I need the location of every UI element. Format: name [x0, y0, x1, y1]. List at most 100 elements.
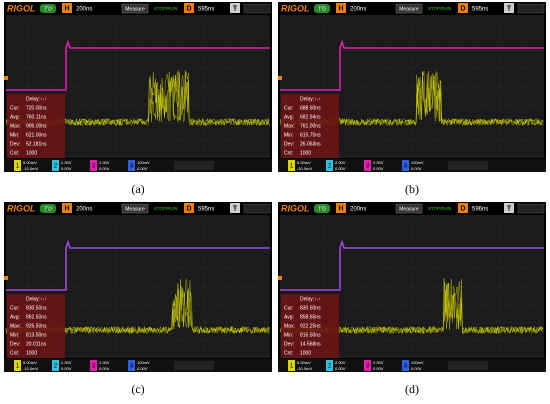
- channel-offset: -10.0mV: [23, 366, 38, 371]
- channel-offset: 0.00V: [373, 166, 384, 171]
- channel-scale: 2.00V: [335, 160, 346, 165]
- stat-value: 621.00ns: [26, 132, 47, 138]
- stat-label: Avg:: [284, 114, 294, 120]
- stat-value: 906.00ns: [26, 123, 47, 129]
- t-label: T: [507, 5, 512, 12]
- stat-value: 813.50ns: [26, 332, 47, 338]
- trig-state-box: [40, 204, 56, 213]
- channel-box: [128, 160, 135, 171]
- brand: RIGOL: [7, 203, 36, 213]
- stats-box: [7, 94, 65, 158]
- measure: Measure: [125, 6, 145, 12]
- trig-state: T'D: [44, 206, 52, 212]
- channel-offset: 0.00V: [373, 366, 384, 371]
- h-box: [62, 203, 72, 213]
- channel-box: [288, 160, 295, 171]
- stat-value: 720.00ns: [26, 105, 47, 111]
- h-label: H: [64, 5, 69, 12]
- stat-value: 52.181ns: [26, 141, 47, 147]
- measure-box: [395, 3, 423, 14]
- stat-label: Min:: [284, 132, 293, 138]
- channel-scale: 5.00mV: [23, 160, 37, 165]
- stats-title: Delay:↑-↑: [26, 96, 47, 102]
- stat-label: Dev:: [10, 341, 20, 347]
- t-label: T: [507, 205, 512, 212]
- d-label: D: [186, 5, 191, 12]
- stat-value: 862.50ns: [26, 314, 47, 320]
- channel-scale: 2.00V: [335, 360, 346, 365]
- marker: [278, 276, 282, 280]
- channel-offset: 0.00V: [99, 166, 110, 171]
- d-box: [184, 203, 194, 213]
- stats-box: [7, 294, 65, 358]
- trigger-info: [517, 203, 545, 214]
- delay: 595ns: [198, 7, 214, 13]
- brand: RIGOL: [281, 203, 310, 213]
- stat-label: Avg:: [284, 314, 294, 320]
- stat-value: 688.50ns: [300, 105, 321, 111]
- step-trace: [280, 39, 544, 91]
- t-label: T: [233, 5, 238, 12]
- measure: Measure: [125, 206, 145, 212]
- stat-value: 26.063ns: [300, 141, 321, 147]
- d-box: [184, 3, 194, 13]
- channel-offset: 0.00V: [411, 366, 422, 371]
- stat-label: Max:: [10, 323, 21, 329]
- channel-scale: 5.00mV: [297, 360, 311, 365]
- measure-box: [121, 3, 149, 14]
- channel-scale: 5.00mV: [297, 160, 311, 165]
- scope-panel: RIGOL T'D H 200ns Measure STOP/RUN D 595ns T Dela…: [4, 202, 272, 372]
- channel-box: [90, 360, 97, 371]
- trig-state-box: [314, 4, 330, 13]
- h-box: [336, 3, 346, 13]
- t-box: [504, 203, 514, 213]
- run-state: STOP/RUN: [428, 206, 451, 211]
- channel-scale: 100mV: [137, 160, 150, 165]
- stat-label: Cur:: [10, 105, 19, 111]
- d-box: [458, 203, 468, 213]
- scope-panel: RIGOL T'D H 200ns Measure STOP/RUN D 595ns T Dela…: [4, 2, 272, 172]
- channel-num: 4: [130, 364, 134, 370]
- channel-scale: 100mV: [411, 160, 424, 165]
- channel-scale: 2.00V: [99, 160, 110, 165]
- stat-value: 816.50ns: [300, 332, 321, 338]
- marker: [4, 76, 8, 80]
- channel-offset: 0.00V: [137, 166, 148, 171]
- brand: RIGOL: [281, 3, 310, 13]
- channel-offset: 0.00V: [137, 366, 148, 371]
- d-label: D: [186, 205, 191, 212]
- stat-label: Cnt:: [10, 150, 19, 156]
- channel-box: [52, 360, 59, 371]
- channel-num: 3: [92, 164, 96, 170]
- stat-label: Cur:: [284, 305, 293, 311]
- stat-value: 922.25ns: [300, 323, 321, 329]
- channel-offset: -10.0mV: [297, 166, 312, 171]
- channel-scale: 2.00V: [61, 360, 72, 365]
- channel-offset: -10.0mV: [297, 366, 312, 371]
- stat-label: Max:: [284, 123, 295, 129]
- delay: 595ns: [472, 7, 488, 13]
- step-trace: [6, 239, 270, 291]
- stat-value: 1000: [26, 150, 37, 156]
- trigger-info: [243, 3, 271, 14]
- channel-offset: 0.00V: [99, 366, 110, 371]
- stat-label: Min:: [284, 332, 293, 338]
- stats-box: [281, 94, 339, 158]
- channel-num: 1: [290, 164, 294, 170]
- trig-state-box: [314, 204, 330, 213]
- channel-box: [288, 360, 295, 371]
- channel-box: [90, 160, 97, 171]
- d-box: [458, 3, 468, 13]
- step-trace: [280, 239, 544, 291]
- stats-title: Delay:↑-↑: [26, 296, 47, 302]
- channel-offset: 0.00V: [61, 366, 72, 371]
- marker: [4, 276, 8, 280]
- stats-title: Delay:↑-↑: [300, 96, 321, 102]
- h-label: H: [64, 205, 69, 212]
- stat-label: Cnt:: [284, 150, 293, 156]
- scope-panel: RIGOL T'D H 200ns Measure STOP/RUN D 595ns T Dela…: [278, 2, 546, 172]
- h-box: [336, 203, 346, 213]
- channel-num: 2: [54, 164, 58, 170]
- channel-box: [14, 160, 21, 171]
- stat-label: Max:: [284, 323, 295, 329]
